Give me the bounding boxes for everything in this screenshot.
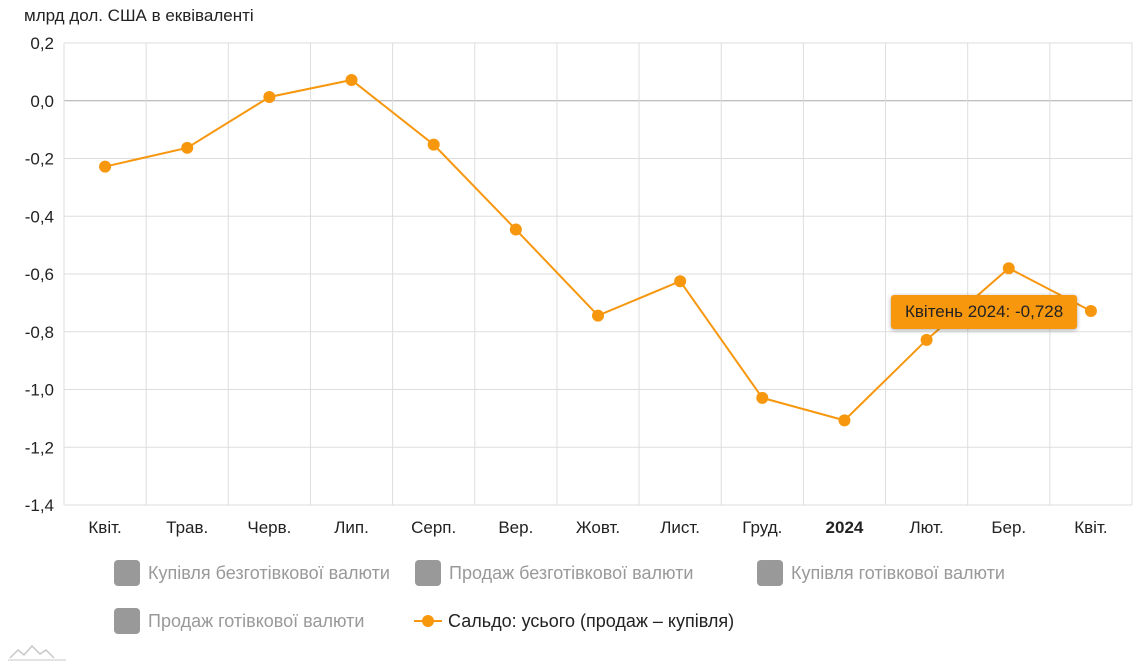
x-tick-label: Трав. bbox=[166, 518, 208, 537]
data-point[interactable] bbox=[838, 414, 851, 427]
x-tick-label: Черв. bbox=[247, 518, 291, 537]
x-tick-label: 2024 bbox=[826, 518, 864, 537]
legend-label: Сальдо: усього (продаж – купівля) bbox=[448, 610, 735, 631]
data-point[interactable] bbox=[345, 73, 358, 86]
data-point[interactable] bbox=[181, 141, 194, 154]
x-tick-label: Лют. bbox=[910, 518, 944, 537]
legend-item-cashless-purchase[interactable]: Купівля безготівкової валюти bbox=[114, 560, 390, 586]
x-tick-label: Груд. bbox=[742, 518, 782, 537]
y-tick-label: 0,0 bbox=[30, 92, 54, 111]
legend-swatch bbox=[114, 560, 140, 586]
y-axis-unit-label: млрд дол. США в еквіваленті bbox=[24, 6, 254, 25]
data-point[interactable] bbox=[427, 138, 440, 151]
y-tick-label: -0,6 bbox=[25, 265, 54, 284]
x-tick-label: Лип. bbox=[334, 518, 369, 537]
mountain-logo-icon bbox=[8, 644, 66, 661]
legend-label: Продаж безготівкової валюти bbox=[449, 562, 694, 583]
x-tick-label: Вер. bbox=[498, 518, 533, 537]
data-point[interactable] bbox=[756, 391, 769, 404]
legend-label: Продаж готівкової валюти bbox=[148, 610, 365, 631]
data-point[interactable] bbox=[1084, 304, 1097, 317]
legend-swatch bbox=[114, 608, 140, 634]
y-tick-label: -1,4 bbox=[25, 496, 54, 515]
y-tick-label: -0,2 bbox=[25, 150, 54, 169]
x-tick-label: Жовт. bbox=[576, 518, 620, 537]
x-tick-label: Квіт. bbox=[1074, 518, 1107, 537]
data-point[interactable] bbox=[263, 90, 276, 103]
y-tick-label: -0,8 bbox=[25, 323, 54, 342]
legend-label: Купівля безготівкової валюти bbox=[148, 562, 390, 583]
data-point[interactable] bbox=[99, 160, 112, 173]
x-tick-label: Серп. bbox=[411, 518, 456, 537]
data-point[interactable] bbox=[920, 333, 933, 346]
legend-item-cash-sale[interactable]: Продаж готівкової валюти bbox=[114, 608, 364, 634]
legend-label: Купівля готівкової валюти bbox=[791, 562, 1005, 583]
data-point[interactable] bbox=[1002, 262, 1015, 275]
legend-item-cash-purchase[interactable]: Купівля готівкової валюти bbox=[757, 560, 1005, 586]
legend-item-cashless-sale[interactable]: Продаж безготівкової валюти bbox=[415, 560, 693, 586]
legend-line-marker bbox=[414, 608, 442, 634]
legend-swatch bbox=[415, 560, 441, 586]
x-tick-label: Квіт. bbox=[88, 518, 121, 537]
x-tick-label: Лист. bbox=[660, 518, 700, 537]
legend-item-balance-total[interactable]: Сальдо: усього (продаж – купівля) bbox=[414, 608, 734, 634]
y-tick-label: -1,0 bbox=[25, 381, 54, 400]
y-tick-label: -1,2 bbox=[25, 438, 54, 457]
legend-swatch bbox=[757, 560, 783, 586]
series-line bbox=[104, 78, 1092, 422]
y-tick-label: 0,2 bbox=[30, 34, 54, 53]
data-point[interactable] bbox=[592, 309, 604, 322]
data-point[interactable] bbox=[509, 223, 522, 236]
data-point[interactable] bbox=[674, 275, 687, 288]
y-tick-label: -0,4 bbox=[25, 207, 54, 226]
data-tooltip: Квітень 2024: -0,728 bbox=[891, 295, 1078, 329]
x-tick-label: Бер. bbox=[991, 518, 1026, 537]
